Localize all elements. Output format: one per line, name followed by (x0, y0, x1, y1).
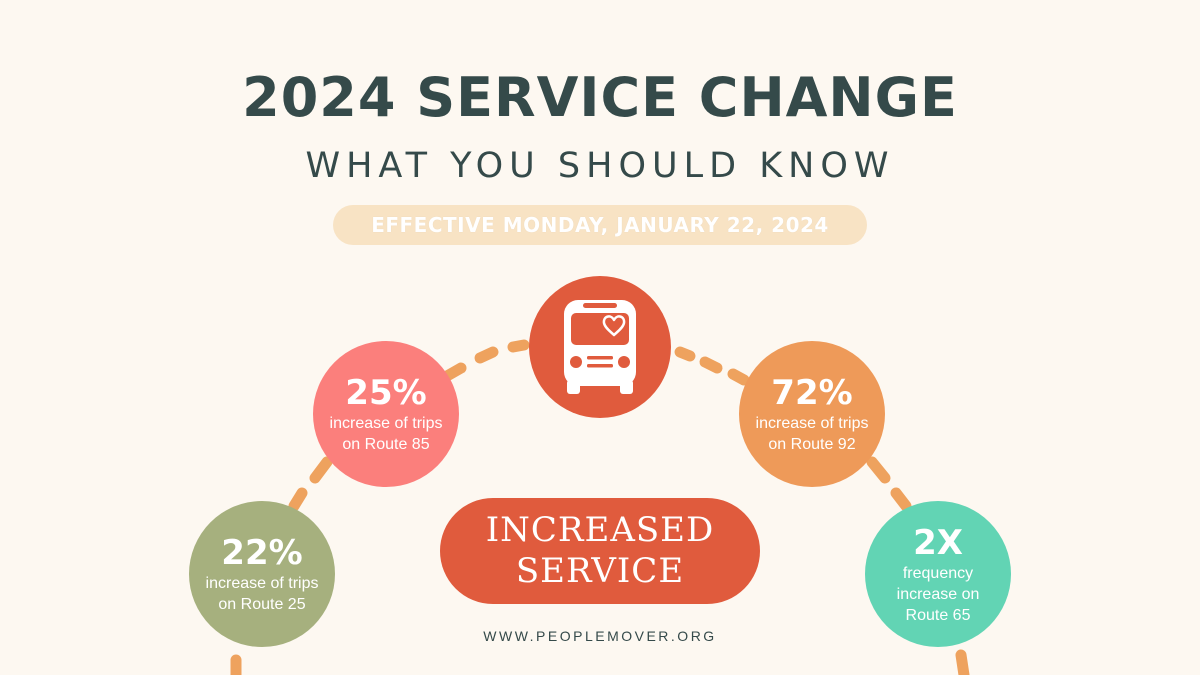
effective-date-badge: EFFECTIVE MONDAY, JANUARY 22, 2024 (333, 205, 867, 245)
stat-line: frequency (902, 564, 974, 582)
stat-line: Route 65 (905, 606, 971, 624)
stat-value: 72% (771, 373, 853, 413)
stat-line: on Route 92 (768, 436, 856, 453)
stat-line: increase of trips (755, 415, 869, 432)
page-subtitle: WHAT YOU SHOULD KNOW (305, 146, 895, 186)
stat-line: increase of trips (205, 575, 319, 592)
stat-line: increase on (896, 585, 980, 603)
bus-heart-icon (564, 300, 636, 394)
banner-line: SERVICE (515, 551, 685, 591)
stat-route-85: 25% increase of trips on Route 85 (313, 341, 459, 487)
increased-service-banner: INCREASED SERVICE (440, 498, 760, 604)
stat-value: 2X (913, 522, 963, 563)
stat-line: increase of trips (329, 415, 443, 432)
stat-route-92: 72% increase of trips on Route 92 (739, 341, 885, 487)
stat-value: 25% (345, 373, 427, 413)
stat-value: 22% (221, 533, 303, 573)
website-link[interactable]: WWW.PEOPLEMOVER.ORG (483, 628, 717, 644)
stat-route-25: 22% increase of trips on Route 25 (189, 501, 335, 647)
banner-line: INCREASED (485, 510, 715, 550)
page-title: 2024 SERVICE CHANGE (242, 66, 958, 129)
bus-badge (529, 276, 671, 418)
stat-line: on Route 25 (218, 596, 306, 613)
stat-line: on Route 85 (342, 436, 430, 453)
stat-route-65: 2X frequency increase on Route 65 (865, 501, 1011, 647)
